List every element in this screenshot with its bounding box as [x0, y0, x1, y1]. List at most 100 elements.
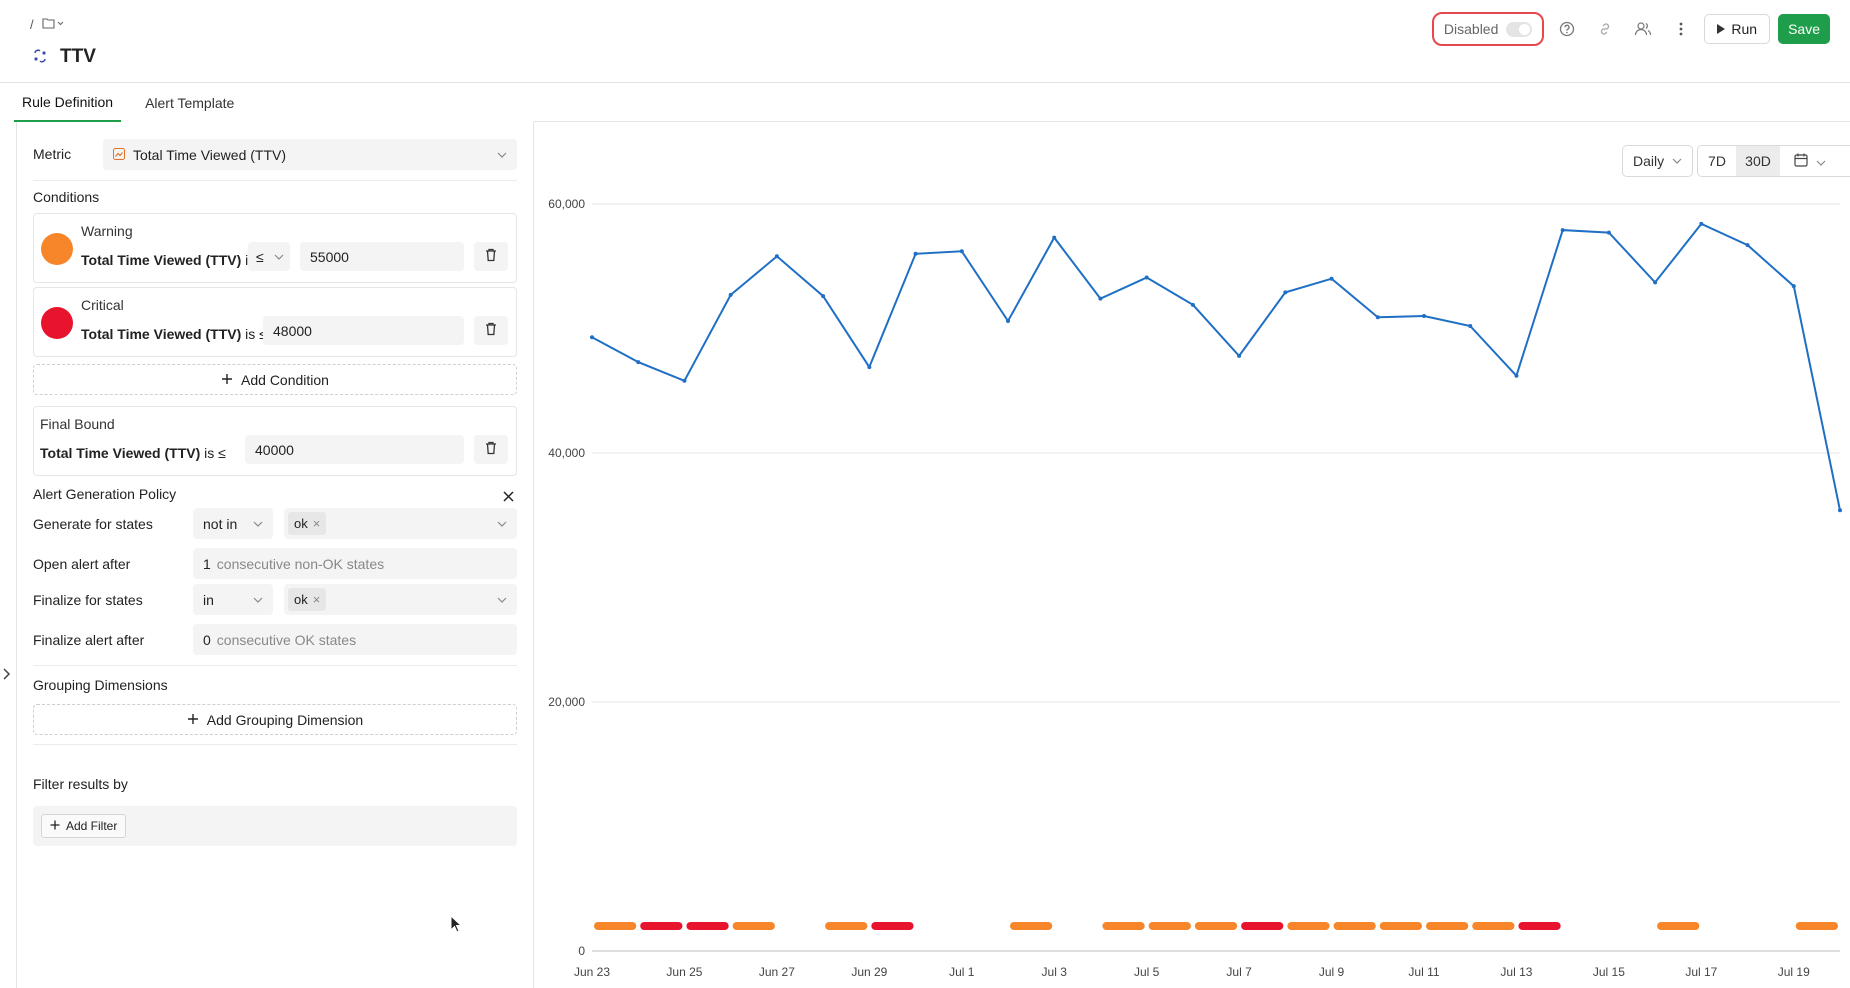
- x-tick-label: Jul 7: [1226, 965, 1252, 979]
- add-grouping-label: Add Grouping Dimension: [206, 711, 364, 728]
- run-button[interactable]: Run: [1704, 14, 1771, 44]
- status-label: Disabled: [1443, 21, 1499, 37]
- generate-operator-select[interactable]: not in: [193, 508, 273, 539]
- x-tick-label: Jul 11: [1408, 965, 1439, 979]
- finalize-after-input[interactable]: 0 consecutive OK states: [193, 624, 517, 655]
- tab-alert-template[interactable]: Alert Template: [145, 94, 235, 111]
- open-after-input[interactable]: 1 consecutive non-OK states: [193, 548, 517, 579]
- metric-select[interactable]: Total Time Viewed (TTV): [103, 139, 517, 170]
- data-point: [728, 292, 733, 297]
- status-marker-warning: [1194, 922, 1238, 930]
- warning-dot: [41, 233, 73, 265]
- status-marker-warning: [1333, 922, 1376, 930]
- x-tick-label: Jun 27: [759, 965, 795, 979]
- grouping-title: Grouping Dimensions: [33, 677, 168, 693]
- data-point: [1329, 276, 1334, 281]
- data-point: [1237, 353, 1242, 358]
- finalize-operator-select[interactable]: in: [193, 584, 273, 615]
- run-label: Run: [1731, 21, 1758, 37]
- data-point: [1422, 314, 1426, 319]
- open-after-label: Open alert after: [33, 556, 131, 572]
- data-point: [1190, 302, 1195, 307]
- delete-warning-button[interactable]: [474, 242, 508, 271]
- finalize-after-label: Finalize alert after: [33, 632, 145, 648]
- add-filter-button[interactable]: Add Filter: [41, 814, 127, 838]
- data-point: [1699, 221, 1704, 226]
- trash-icon: [485, 248, 497, 265]
- link-icon[interactable]: [1590, 14, 1620, 44]
- data-point: [1606, 230, 1611, 235]
- data-point: [636, 360, 641, 365]
- chevron-down-icon: [1816, 153, 1826, 169]
- data-point: [1375, 315, 1380, 320]
- warning-name: Warning: [81, 223, 133, 239]
- x-tick-label: Jul 5: [1134, 965, 1160, 979]
- divider: [534, 121, 1850, 122]
- y-tick-label: 20,000: [548, 695, 585, 709]
- critical-condition-card: Critical Total Time Viewed (TTV) is ≤ 48…: [33, 287, 517, 357]
- status-marker-warning: [732, 922, 775, 930]
- generate-states-select[interactable]: ok ×: [284, 508, 517, 539]
- divider: [33, 744, 517, 745]
- save-button[interactable]: Save: [1778, 14, 1830, 44]
- critical-expression: Total Time Viewed (TTV) is ≤: [81, 326, 267, 342]
- tab-rule-definition[interactable]: Rule Definition: [14, 83, 122, 122]
- data-point: [1052, 235, 1057, 240]
- users-icon[interactable]: [1628, 14, 1658, 44]
- policy-title: Alert Generation Policy: [33, 486, 177, 502]
- more-icon[interactable]: [1666, 14, 1696, 44]
- x-tick-label: Jun 29: [851, 965, 887, 979]
- range-30d-button[interactable]: 30D: [1736, 146, 1780, 176]
- add-condition-button[interactable]: Add Condition: [33, 364, 517, 395]
- side-rail: [0, 122, 17, 988]
- tab-bar: Rule Definition Alert Template: [0, 83, 534, 122]
- toggle-switch[interactable]: [1506, 21, 1533, 37]
- enable-toggle[interactable]: Disabled: [1431, 12, 1545, 46]
- plus-icon: [221, 372, 233, 388]
- divider: [33, 180, 517, 181]
- x-tick-label: Jun 25: [666, 965, 702, 979]
- expand-chevron-icon[interactable]: [3, 667, 11, 683]
- page-title: TTV: [60, 46, 96, 67]
- status-marker-warning: [1148, 922, 1191, 930]
- chevron-down-icon: [497, 594, 507, 606]
- status-marker-warning: [1010, 922, 1053, 930]
- add-grouping-dimension-button[interactable]: Add Grouping Dimension: [33, 704, 517, 735]
- status-marker-warning: [1657, 922, 1700, 930]
- final-bound-name: Final Bound: [40, 416, 115, 432]
- chip-remove-icon: ×: [312, 592, 321, 607]
- warning-condition-card: Warning Total Time Viewed (TTV) is ≤ 550…: [33, 213, 517, 283]
- critical-value-input[interactable]: 48000: [263, 316, 464, 345]
- data-point: [867, 365, 872, 370]
- data-point: [1144, 275, 1149, 280]
- metric-label: Metric: [33, 146, 72, 162]
- date-picker-button[interactable]: [1780, 146, 1840, 176]
- chevron-down-icon: [497, 518, 507, 530]
- calendar-icon: [1794, 153, 1808, 170]
- range-selector: 7D 30D: [1697, 145, 1850, 177]
- close-icon[interactable]: [503, 489, 514, 505]
- delete-final-bound-button[interactable]: [474, 435, 508, 464]
- data-point: [1791, 284, 1796, 289]
- warning-value-input[interactable]: 55000: [300, 242, 464, 271]
- data-point: [1560, 228, 1565, 233]
- status-marker-critical: [640, 922, 683, 930]
- x-tick-label: Jul 13: [1500, 965, 1532, 979]
- data-point: [1098, 296, 1103, 301]
- chart-icon: [113, 147, 125, 163]
- help-icon[interactable]: [1552, 14, 1582, 44]
- delete-critical-button[interactable]: [474, 316, 508, 345]
- state-chip[interactable]: ok ×: [288, 588, 327, 611]
- data-point: [1653, 280, 1658, 285]
- range-7d-button[interactable]: 7D: [1708, 153, 1726, 169]
- status-marker-warning: [1379, 922, 1422, 930]
- x-tick-label: Jul 9: [1319, 965, 1345, 979]
- granularity-select[interactable]: Daily: [1622, 145, 1693, 177]
- page-header: / TTV Disabled Run Save: [0, 0, 1850, 83]
- state-chip[interactable]: ok ×: [288, 512, 327, 535]
- x-tick-label: Jul 19: [1778, 965, 1810, 979]
- final-bound-value-input[interactable]: 40000: [245, 435, 464, 464]
- folder-icon[interactable]: [42, 17, 64, 32]
- finalize-states-select[interactable]: ok ×: [284, 584, 517, 615]
- warning-operator-select[interactable]: ≤: [248, 242, 290, 271]
